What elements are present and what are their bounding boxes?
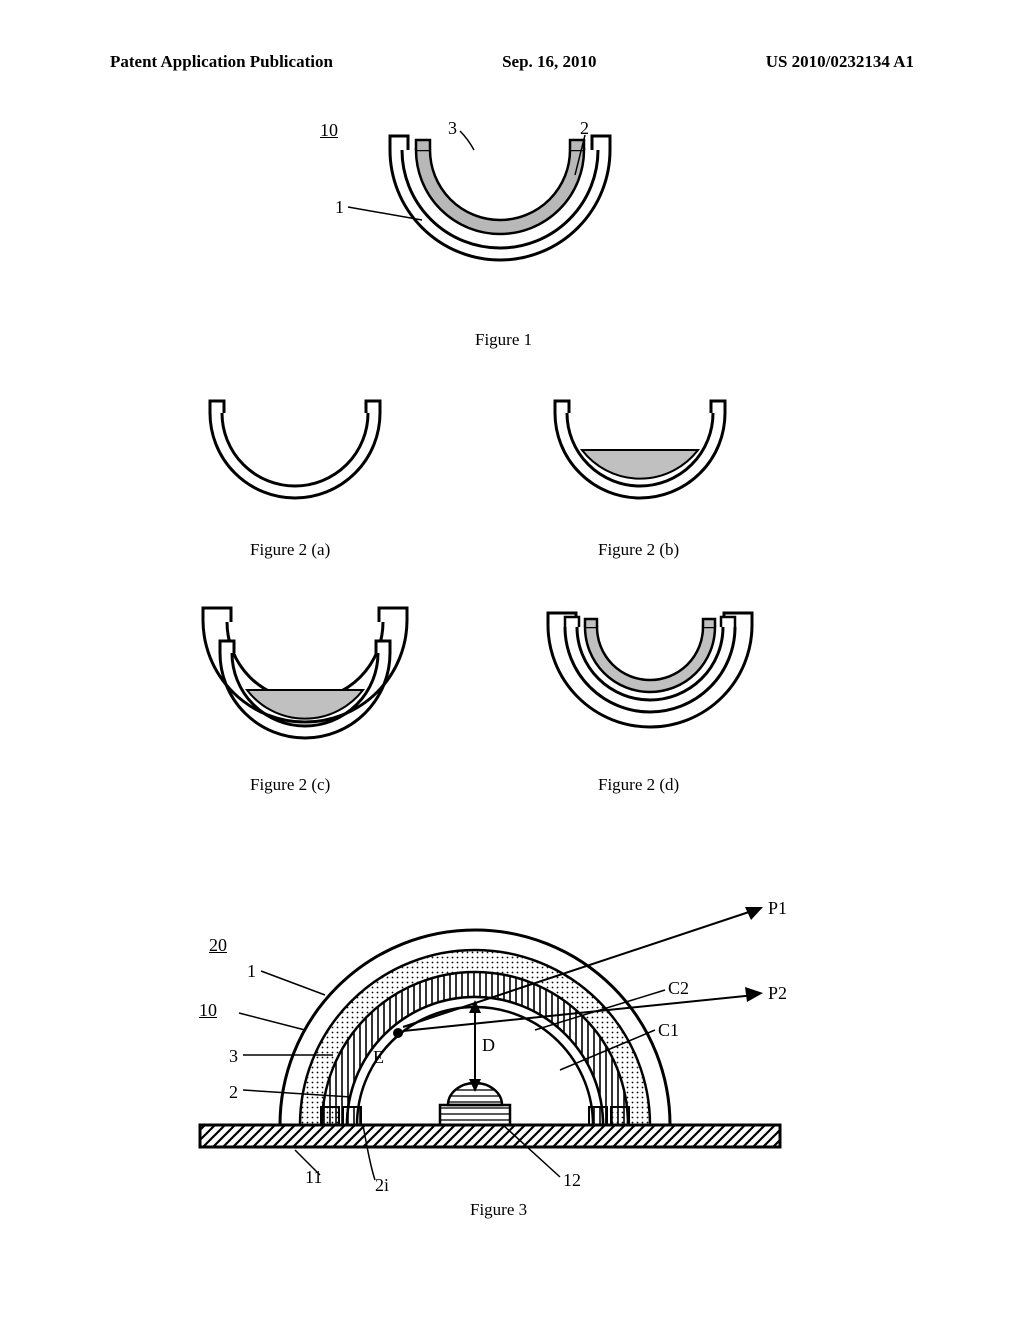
fig1-ref-3: 3 xyxy=(448,118,457,139)
figure-1-caption: Figure 1 xyxy=(475,330,532,350)
figure-2b-caption: Figure 2 (b) xyxy=(598,540,679,560)
figure-3-caption: Figure 3 xyxy=(470,1200,527,1220)
fig1-ref-10: 10 xyxy=(320,120,338,141)
fig3-ref-c1: C1 xyxy=(658,1020,679,1041)
fig3-ref-p2: P2 xyxy=(768,983,787,1004)
header-left: Patent Application Publication xyxy=(110,52,333,72)
figure-2c xyxy=(185,600,425,760)
fig1-ref-2: 2 xyxy=(580,118,589,139)
fig3-ref-10: 10 xyxy=(199,1000,217,1021)
figure-1: 10 1 2 3 xyxy=(300,125,700,325)
figure-2c-caption: Figure 2 (c) xyxy=(250,775,330,795)
fig3-ref-20: 20 xyxy=(209,935,227,956)
fig3-ref-d: D xyxy=(482,1035,495,1056)
figure-2d xyxy=(530,605,770,765)
fig3-ref-1: 1 xyxy=(247,961,256,982)
figure-2b xyxy=(530,395,750,525)
fig3-ref-3: 3 xyxy=(229,1046,238,1067)
fig3-ref-12: 12 xyxy=(563,1170,581,1191)
fig3-ref-c2: C2 xyxy=(668,978,689,999)
fig1-ref-1: 1 xyxy=(335,197,344,218)
figure-2a xyxy=(185,395,405,525)
page-header: Patent Application Publication Sep. 16, … xyxy=(0,52,1024,72)
figure-2a-caption: Figure 2 (a) xyxy=(250,540,330,560)
figure-2d-caption: Figure 2 (d) xyxy=(598,775,679,795)
header-right: US 2010/0232134 A1 xyxy=(766,52,914,72)
figure-3: 20 10 1 3 2 11 2i 12 P1 P2 C2 C1 D E xyxy=(165,865,865,1195)
fig3-ref-e: E xyxy=(373,1047,384,1068)
fig3-ref-2i: 2i xyxy=(375,1175,389,1196)
header-date: Sep. 16, 2010 xyxy=(502,52,596,72)
figure-1-svg xyxy=(300,125,700,325)
fig3-ref-2: 2 xyxy=(229,1082,238,1103)
fig3-ref-p1: P1 xyxy=(768,898,787,919)
fig3-ref-11: 11 xyxy=(305,1167,322,1188)
